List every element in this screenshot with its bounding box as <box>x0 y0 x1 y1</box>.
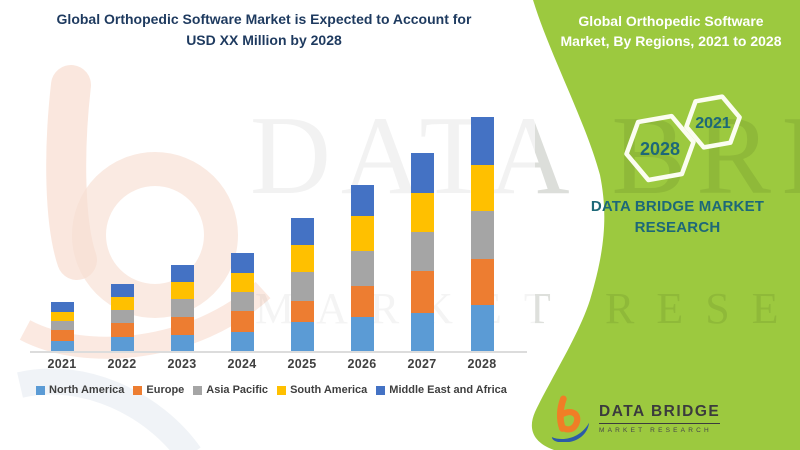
legend-label-europe: Europe <box>146 384 185 396</box>
bar-column-2024 <box>212 78 272 351</box>
bar-segment-2024-middle-east-and-africa <box>230 253 254 273</box>
bar-segment-2021-europe <box>50 330 74 341</box>
bar-segment-2024-europe <box>230 311 254 332</box>
bar-segment-2028-north-america <box>470 305 494 351</box>
bar-segment-2025-middle-east-and-africa <box>290 218 314 245</box>
legend-marker-asia-pacific <box>193 385 203 395</box>
bar-segment-2023-asia-pacific <box>170 299 194 317</box>
footer-logo: DATA BRIDGE MARKET RESEARCH <box>550 394 721 442</box>
bar-2022 <box>110 284 134 351</box>
legend-marker-middle-east-and-africa <box>376 385 386 395</box>
bar-segment-2026-south-america <box>350 216 374 251</box>
bar-column-2021 <box>32 78 92 351</box>
bar-2024 <box>230 253 254 351</box>
bar-column-2028 <box>452 78 512 351</box>
bar-2026 <box>350 185 374 351</box>
x-axis-label-2026: 2026 <box>347 357 377 371</box>
green-panel-title-line2: Market, By Regions, 2021 to 2028 <box>560 33 782 49</box>
bar-segment-2023-north-america <box>170 335 194 351</box>
bar-segment-2026-middle-east-and-africa <box>350 185 374 216</box>
bar-column-2025 <box>272 78 332 351</box>
bar-column-2023 <box>152 78 212 351</box>
brand-caption: DATA BRIDGE MARKET RESEARCH <box>590 198 765 236</box>
bar-segment-2024-south-america <box>230 273 254 292</box>
bar-segment-2025-north-america <box>290 322 314 351</box>
bar-segment-2021-north-america <box>50 341 74 351</box>
legend-item-north-america: North America <box>36 384 124 396</box>
bar-segment-2023-europe <box>170 317 194 335</box>
legend-label-asia-pacific: Asia Pacific <box>206 384 269 396</box>
bar-segment-2022-europe <box>110 323 134 337</box>
bar-segment-2027-south-america <box>410 193 434 232</box>
bar-segment-2022-north-america <box>110 337 134 351</box>
bar-segment-2028-south-america <box>470 165 494 211</box>
x-axis-label-2028: 2028 <box>467 357 497 371</box>
hexagon-years-graphic: 2028 2021 <box>624 94 742 183</box>
bar-segment-2025-europe <box>290 301 314 322</box>
bar-segment-2028-asia-pacific <box>470 211 494 259</box>
legend: North America Europe Asia Pacific South Ame… <box>36 384 536 396</box>
bar-segment-2025-south-america <box>290 245 314 272</box>
legend-label-middle-east-and-africa: Middle East and Africa <box>389 384 507 396</box>
bar-segment-2028-middle-east-and-africa <box>470 117 494 165</box>
bar-column-2026 <box>332 78 392 351</box>
page-title-line2: USD XX Million by 2028 <box>186 32 342 48</box>
legend-item-south-america: South America <box>277 384 367 396</box>
legend-marker-europe <box>133 385 143 395</box>
x-axis-label-2025: 2025 <box>287 357 317 371</box>
bar-segment-2024-north-america <box>230 332 254 351</box>
bar-column-2022 <box>92 78 152 351</box>
x-axis-label-2022: 2022 <box>107 357 137 371</box>
footer-logo-subtext: MARKET RESEARCH <box>599 426 712 434</box>
bar-segment-2023-middle-east-and-africa <box>170 265 194 282</box>
bar-segment-2021-asia-pacific <box>50 321 74 330</box>
x-axis: 2021 2022 2023 2024 2025 2026 2027 2028 <box>32 357 512 371</box>
green-panel-title-line1: Global Orthopedic Software <box>578 13 764 29</box>
bar-segment-2027-middle-east-and-africa <box>410 153 434 193</box>
x-axis-line <box>30 351 527 353</box>
bar-segment-2022-middle-east-and-africa <box>110 284 134 297</box>
legend-item-middle-east-and-africa: Middle East and Africa <box>376 384 507 396</box>
page-title-line1: Global Orthopedic Software Market is Exp… <box>56 11 472 27</box>
bar-segment-2021-middle-east-and-africa <box>50 302 74 312</box>
bar-segment-2027-north-america <box>410 313 434 351</box>
legend-marker-north-america <box>36 385 45 395</box>
page-title: Global Orthopedic Software Market is Exp… <box>15 9 513 51</box>
bar-segment-2027-europe <box>410 271 434 313</box>
x-axis-label-2023: 2023 <box>167 357 197 371</box>
legend-label-north-america: North America <box>49 384 125 396</box>
bar-segment-2021-south-america <box>50 312 74 321</box>
x-axis-label-2021: 2021 <box>47 357 77 371</box>
bar-segment-2024-asia-pacific <box>230 292 254 311</box>
green-panel-title: Global Orthopedic Software Market, By Re… <box>548 11 794 51</box>
dbmr-logo-icon <box>551 395 590 442</box>
legend-marker-south-america <box>277 385 287 395</box>
hexagon-year-2021: 2021 <box>695 115 731 132</box>
bar-2023 <box>170 265 194 351</box>
bar-segment-2022-south-america <box>110 297 134 310</box>
bar-2027 <box>410 153 434 351</box>
bar-segment-2026-asia-pacific <box>350 251 374 286</box>
hexagon-year-2028: 2028 <box>640 139 680 159</box>
bar-segment-2023-south-america <box>170 282 194 299</box>
footer-logo-text: DATA BRIDGE MARKET RESEARCH <box>599 403 721 434</box>
x-axis-label-2024: 2024 <box>227 357 257 371</box>
bar-segment-2025-asia-pacific <box>290 272 314 301</box>
bar-segment-2028-europe <box>470 259 494 305</box>
legend-item-asia-pacific: Asia Pacific <box>193 384 268 396</box>
bar-column-2027 <box>392 78 452 351</box>
bar-segment-2026-europe <box>350 286 374 317</box>
bar-segment-2026-north-america <box>350 317 374 351</box>
legend-label-south-america: South America <box>290 384 368 396</box>
bar-segment-2022-asia-pacific <box>110 310 134 323</box>
bar-segment-2027-asia-pacific <box>410 232 434 271</box>
legend-item-europe: Europe <box>133 384 184 396</box>
plot-area <box>32 78 512 351</box>
x-axis-label-2027: 2027 <box>407 357 437 371</box>
bar-2021 <box>50 302 74 351</box>
bar-2028 <box>470 117 494 351</box>
footer-logo-name: DATA BRIDGE <box>599 403 721 424</box>
bar-2025 <box>290 218 314 351</box>
